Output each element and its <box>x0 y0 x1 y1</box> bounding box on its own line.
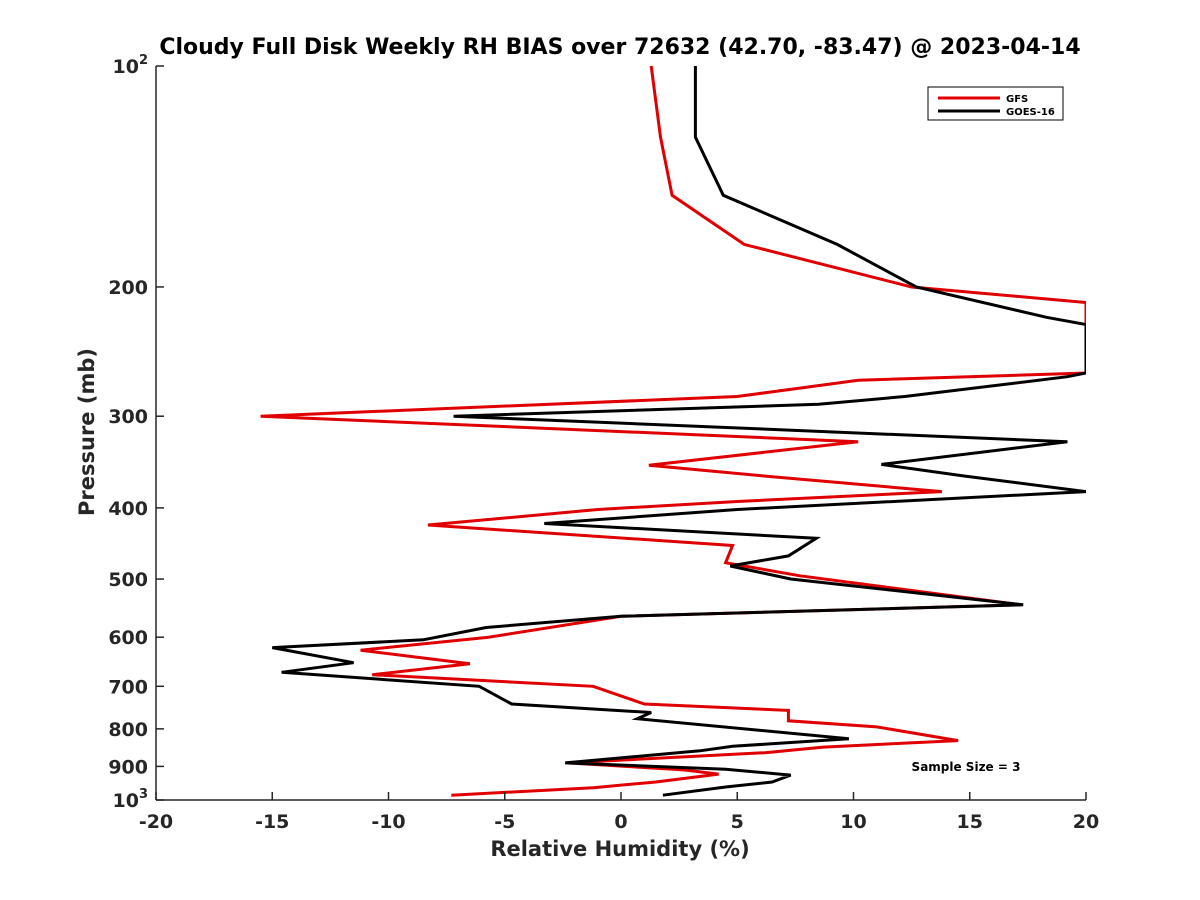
y-tick-label: 500 <box>108 569 148 591</box>
y-tick-label: 400 <box>108 498 148 520</box>
y-axis-label: Pressure (mb) <box>75 348 99 516</box>
series-line-goes-16 <box>272 66 1086 797</box>
x-tick-label: 0 <box>614 811 627 833</box>
x-tick-label: 10 <box>840 811 866 833</box>
series-line-gfs <box>260 65 1086 797</box>
legend: GFS GOES-16 <box>927 86 1064 121</box>
x-tick-label: 15 <box>957 811 983 833</box>
chart-title: Cloudy Full Disk Weekly RH BIAS over 726… <box>159 35 1080 60</box>
y-tick-label: 200 <box>108 277 148 299</box>
x-tick-label: -15 <box>255 811 289 833</box>
y-tick-label: 300 <box>108 406 148 428</box>
y-tick-label: 103 <box>113 787 149 812</box>
sample-size-annotation: Sample Size = 3 <box>912 760 1021 774</box>
y-tick-label: 600 <box>108 627 148 649</box>
legend-box <box>927 86 1064 121</box>
y-tick-label: 102 <box>113 53 149 78</box>
legend-label: GOES-16 <box>1006 107 1055 118</box>
y-tick-label: 800 <box>108 719 148 741</box>
x-tick-label: -10 <box>371 811 405 833</box>
legend-label: GFS <box>1006 94 1028 105</box>
series-group <box>260 65 1086 797</box>
x-tick-label: -5 <box>494 811 515 833</box>
x-axis-label: Relative Humidity (%) <box>490 837 749 861</box>
y-tick-label: 700 <box>108 676 148 698</box>
x-tick-label: -20 <box>139 811 173 833</box>
x-tick-label: 5 <box>731 811 744 833</box>
x-tick-label: 20 <box>1073 811 1099 833</box>
axes: -20 -15 -10 -5 0 5 10 15 20 102 200 300 400 500 600 700… <box>108 53 1099 833</box>
y-tick-label: 900 <box>108 756 148 778</box>
